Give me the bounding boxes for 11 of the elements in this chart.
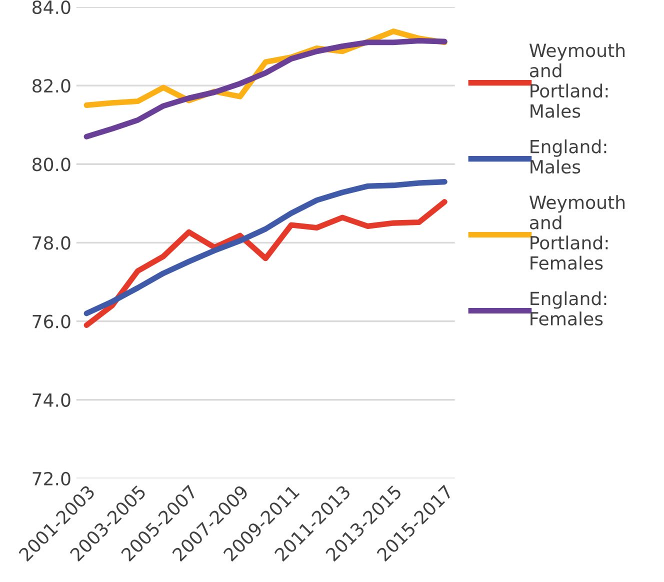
y-tick-label: 84.0 [32,0,70,14]
legend-label: Weymouth and Portland: Females [529,195,625,270]
y-tick-label: 72.0 [32,472,70,486]
y-tick-label: 80.0 [32,158,70,172]
legend-label: England: Males [530,139,606,174]
legend-label: Weymouth and Portland: Males [529,43,625,118]
legend-label: England: Females [530,291,606,326]
y-tick-label: 74.0 [32,393,70,407]
y-tick-label: 78.0 [32,236,70,250]
y-tick-label: 82.0 [32,79,70,93]
y-tick-label: 76.0 [32,314,70,328]
